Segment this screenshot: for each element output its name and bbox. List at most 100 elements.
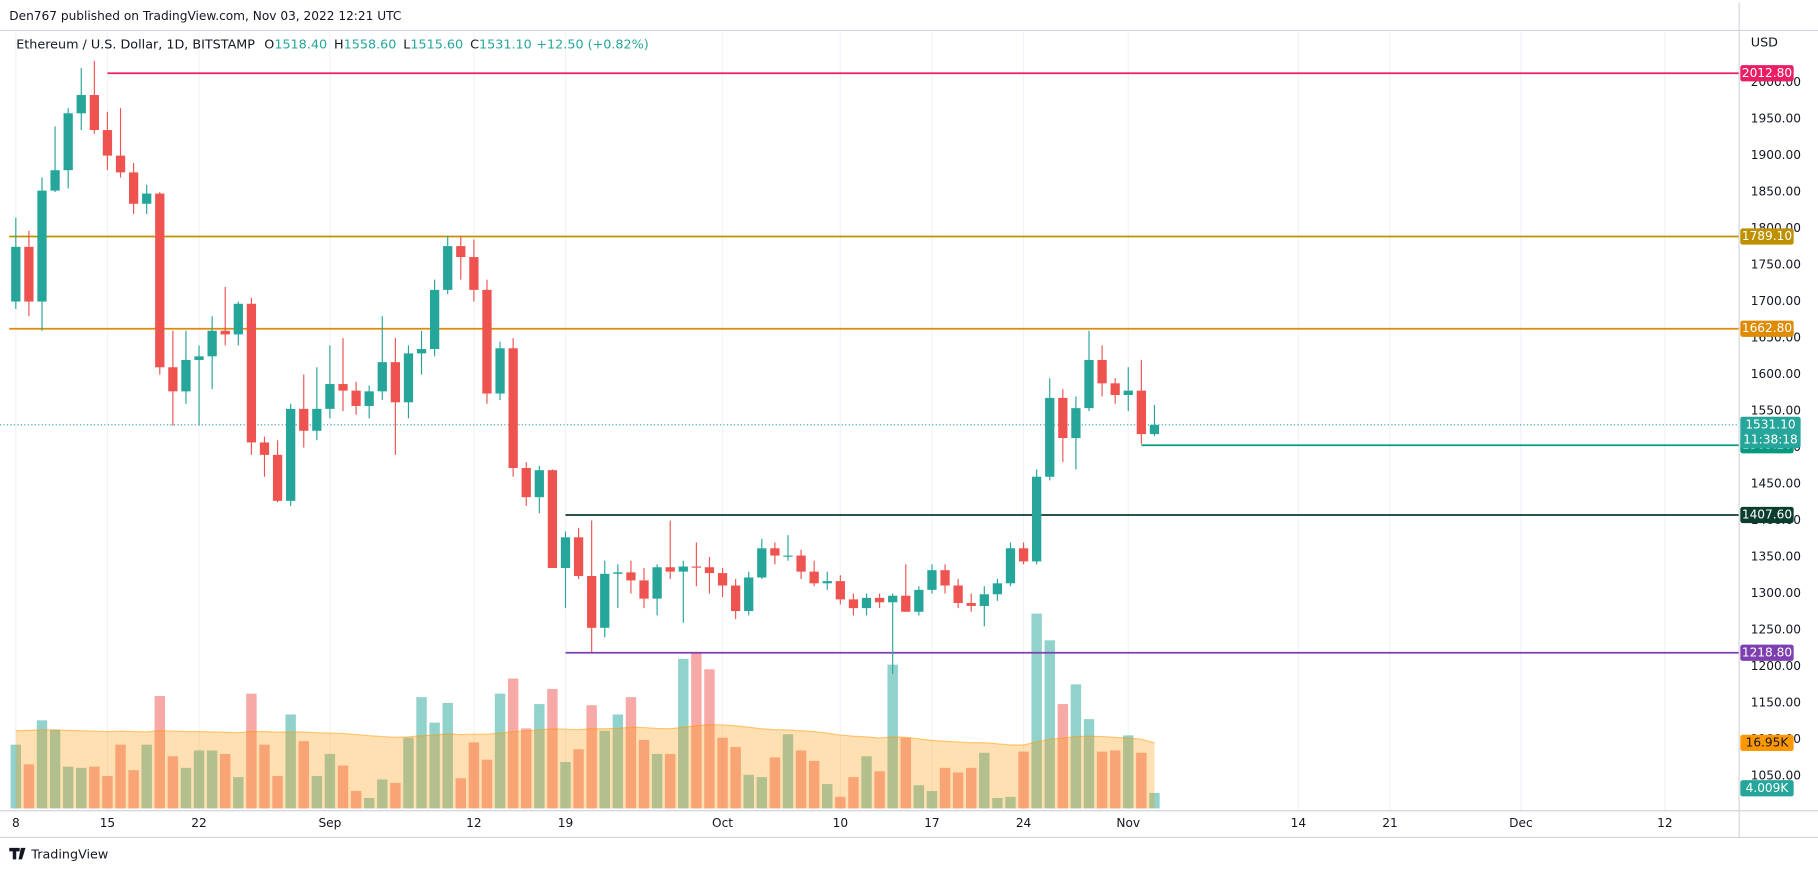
candle-body xyxy=(639,580,649,599)
volume-bar xyxy=(403,737,414,809)
volume-bar xyxy=(494,693,506,809)
candle-body xyxy=(1045,397,1055,477)
volume-bar xyxy=(154,695,166,809)
y-tick-label: 1850.00 xyxy=(1751,185,1801,199)
x-tick-label: 22 xyxy=(191,816,206,830)
volume-bar xyxy=(507,678,519,809)
volume-bar xyxy=(861,756,872,809)
candle-body xyxy=(128,172,139,204)
candle-body xyxy=(665,567,675,572)
candle-body xyxy=(730,585,741,612)
candle-body xyxy=(1032,476,1042,562)
candle-body xyxy=(874,597,885,603)
volume-bar xyxy=(1083,719,1095,809)
volume-bar xyxy=(1070,684,1082,809)
tags: 2012.801789.101662.801503.201407.601218.… xyxy=(1740,65,1801,797)
level-tag xyxy=(1740,228,1794,245)
volume-bar xyxy=(1057,704,1069,809)
brand-logo xyxy=(9,847,26,860)
candle-body xyxy=(1005,548,1016,584)
candle-body xyxy=(927,570,937,590)
level-tag-label: 1662.80 xyxy=(1742,321,1792,335)
legend-change: +12.50 (+0.82%) xyxy=(536,37,648,52)
volume-ma-area xyxy=(15,724,1155,809)
volume-bar xyxy=(599,730,610,809)
y-tick-label: 1550.00 xyxy=(1751,404,1801,418)
y-tick-label: 1900.00 xyxy=(1751,148,1801,162)
volume-ma-label: 16.95K xyxy=(1746,735,1790,749)
candle-body xyxy=(835,581,845,600)
legend: Ethereum / U.S. Dollar, 1D, BITSTAMP O151… xyxy=(16,37,649,52)
candle-body xyxy=(429,289,440,350)
legend-key: O xyxy=(264,37,274,52)
volume-last-tag xyxy=(1740,780,1794,797)
volume-bar xyxy=(913,785,925,809)
candles xyxy=(11,60,1160,674)
volume-bar xyxy=(468,742,480,809)
y-tick-label: 1200.00 xyxy=(1751,659,1801,673)
volume-bar xyxy=(625,697,637,809)
volume-bar xyxy=(481,759,493,809)
published-note: Den767 published on TradingView.com, Nov… xyxy=(9,9,401,23)
volume-bar xyxy=(1096,751,1108,809)
candle-body xyxy=(482,289,492,394)
volume-bar xyxy=(298,741,309,809)
volume-bar xyxy=(167,756,179,809)
volume-bar xyxy=(1123,735,1134,809)
volume-bar xyxy=(455,778,467,809)
candle-body xyxy=(508,348,518,468)
volume-pane xyxy=(10,613,1160,809)
volume-bar xyxy=(691,651,702,809)
legend-value: 1531.10 xyxy=(479,37,532,52)
volume-bar xyxy=(848,777,859,809)
candle-body xyxy=(1084,359,1094,409)
candle-body xyxy=(770,548,780,556)
volume-bar xyxy=(246,693,257,809)
countdown: 11:38:18 xyxy=(1743,432,1798,446)
candle-body xyxy=(390,362,400,403)
candle-body xyxy=(207,330,217,357)
candle-body xyxy=(704,567,715,574)
volume-bar xyxy=(62,766,74,809)
volume-bar xyxy=(704,669,715,809)
candle-body xyxy=(1058,397,1068,439)
candle-body xyxy=(1149,424,1160,435)
volume-bar xyxy=(521,728,532,809)
volume-last-label: 4.009K xyxy=(1746,781,1790,795)
y-tick-label: 1250.00 xyxy=(1751,623,1801,637)
volume-bar xyxy=(560,762,571,809)
y-tick-label: 1150.00 xyxy=(1751,696,1801,710)
candle-body xyxy=(11,246,21,302)
volume-bar xyxy=(992,797,1003,809)
candle-body xyxy=(272,454,283,501)
candle-body xyxy=(521,467,531,498)
volume-bar xyxy=(89,766,100,809)
currency: USD xyxy=(1751,36,1778,51)
candle-body xyxy=(142,193,152,204)
candle-body xyxy=(587,576,597,628)
volume-bar xyxy=(822,784,833,809)
candle-body xyxy=(600,573,610,628)
volume-bar xyxy=(23,764,35,809)
candle-body xyxy=(312,408,322,431)
volume-bar xyxy=(939,767,951,809)
candle-body xyxy=(1018,548,1029,562)
candle-body xyxy=(233,303,243,335)
volume-bar xyxy=(1031,613,1042,809)
volume-bar xyxy=(233,777,244,809)
volume-bar xyxy=(743,774,754,809)
volume-bar xyxy=(979,752,990,809)
x-tick-label: Nov xyxy=(1116,816,1140,830)
x-tick-label: 17 xyxy=(924,816,939,830)
volume-bar xyxy=(1109,750,1121,809)
volume-bar xyxy=(678,658,689,809)
candle-body xyxy=(1123,390,1133,396)
volume-bar xyxy=(952,772,964,809)
candle-body xyxy=(63,113,73,171)
candle-body xyxy=(286,408,296,501)
volume-bar xyxy=(49,729,61,809)
volume-bar xyxy=(115,744,126,809)
candle-body xyxy=(652,567,662,599)
volume-bar xyxy=(1149,792,1160,809)
candle-body xyxy=(678,566,688,572)
